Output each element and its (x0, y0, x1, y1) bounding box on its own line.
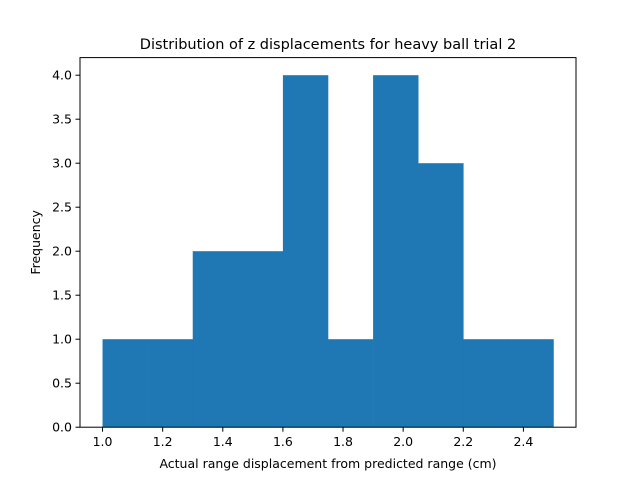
x-axis-label: Actual range displacement from predicted… (159, 456, 496, 471)
y-tick-label: 2.5 (52, 200, 72, 215)
x-tick-label: 1.6 (273, 434, 293, 449)
y-axis-label: Frequency (28, 210, 43, 275)
x-axis: 1.0 1.2 1.4 1.6 1.8 2.0 2.2 2.4 (93, 427, 533, 449)
histogram-bar-4 (237, 251, 284, 428)
histogram-bar-8 (418, 163, 464, 428)
histogram-bar-9 (463, 339, 509, 428)
y-tick-label: 1.5 (52, 288, 72, 303)
histogram-bar-2 (147, 339, 194, 428)
y-tick-label: 0.5 (52, 376, 72, 391)
bars-group (102, 75, 554, 428)
y-tick-label: 2.0 (52, 244, 72, 259)
histogram-bar-1 (102, 339, 148, 428)
y-axis: 0.0 0.5 1.0 1.5 2.0 2.5 3.0 3.5 4.0 (52, 68, 80, 435)
x-tick-label: 2.4 (513, 434, 533, 449)
plot-frame (79, 57, 577, 428)
y-tick-label: 3.0 (52, 156, 72, 171)
x-tick-label: 1.4 (213, 434, 233, 449)
x-tick-label: 1.0 (93, 434, 113, 449)
x-tick-label: 1.8 (333, 434, 353, 449)
histogram-bar-7 (373, 75, 419, 428)
x-tick-label: 1.2 (153, 434, 173, 449)
histogram-bar-3 (192, 251, 239, 428)
histogram-bar-6 (328, 339, 374, 428)
histogram-bar-10 (508, 339, 554, 428)
y-tick-label: 3.5 (52, 112, 72, 127)
chart-title: Distribution of z displacements for heav… (140, 37, 516, 53)
histogram-bar-5 (282, 75, 329, 428)
x-tick-label: 2.0 (393, 434, 413, 449)
x-tick-label: 2.2 (453, 434, 473, 449)
y-tick-label: 1.0 (52, 332, 72, 347)
y-tick-label: 4.0 (52, 68, 72, 83)
y-tick-label: 0.0 (52, 420, 72, 435)
